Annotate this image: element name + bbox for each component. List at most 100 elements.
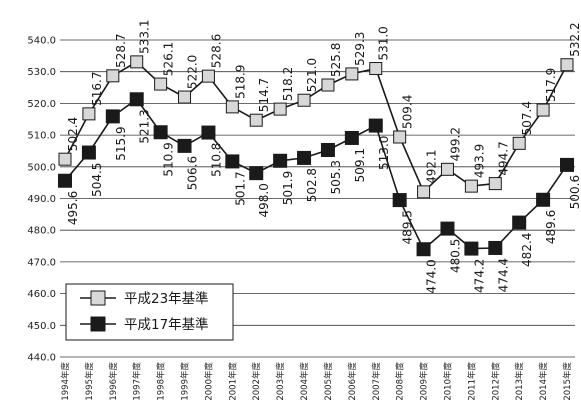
data-point-series-1 [249,113,263,127]
data-point-series-2 [344,130,359,145]
data-point-series-2 [560,157,574,172]
legend-label-series-1: 平成23年基準 [124,290,209,307]
data-point-series-1 [273,102,287,116]
data-point-series-2 [488,240,503,255]
y-tick-label: 540.0 [27,36,56,47]
data-point-series-2 [105,109,120,124]
data-label-series-1: 521.0 [305,58,319,92]
data-point-series-2 [392,193,407,208]
data-point-series-1 [106,69,120,83]
x-tick-label: 2009年度 [419,362,430,401]
x-tick-label: 2000年度 [203,362,214,401]
data-point-series-2 [440,221,455,236]
data-label-series-1: 507.4 [520,101,534,135]
data-label-series-2: 509.1 [353,148,367,182]
y-tick-label: 510.0 [27,131,56,142]
data-label-series-1: 529.3 [353,32,367,66]
x-tick-label: 1997年度 [132,362,143,401]
y-tick-label: 520.0 [27,99,56,110]
data-label-series-2: 502.8 [305,168,319,202]
y-tick-label: 490.0 [27,194,56,205]
data-label-series-1: 493.9 [472,144,486,178]
data-label-series-1: 517.9 [544,68,558,102]
x-tick-label: 2005年度 [323,362,334,401]
data-point-series-1 [369,62,383,76]
data-label-series-2: 495.6 [66,191,80,225]
data-point-series-2 [416,242,431,257]
data-label-series-2: 500.6 [568,175,581,209]
data-point-series-1 [393,130,407,144]
data-label-series-2: 510.8 [209,143,223,177]
data-label-series-2: 505.3 [329,160,343,194]
data-point-series-2 [512,215,527,230]
x-tick-label: 1996年度 [108,362,119,401]
data-label-series-2: 521.3 [138,109,152,143]
data-point-series-2 [201,125,216,140]
data-label-series-1: 528.7 [114,33,128,67]
data-point-series-1 [417,185,431,199]
data-point-series-1 [58,152,72,166]
data-label-series-2: 510.9 [162,142,176,176]
data-point-series-2 [297,150,312,165]
x-tick-label: 2010年度 [442,362,453,401]
data-label-series-2: 489.5 [401,210,415,244]
y-tick-label: 500.0 [27,162,56,173]
data-point-series-2 [58,173,72,188]
data-label-series-2: 515.9 [114,126,128,160]
data-label-series-2: 474.2 [472,259,486,293]
data-point-series-1 [321,78,335,92]
data-point-series-1 [225,100,239,114]
data-label-series-1: 522.0 [186,55,200,89]
data-point-series-2 [249,166,264,181]
data-point-series-2 [177,138,192,153]
data-label-series-1: 514.7 [257,78,271,112]
legend-label-series-2: 平成17年基準 [124,316,209,333]
legend-marker-series-1 [90,290,106,306]
data-point-series-2 [320,142,335,157]
data-label-series-2: 482.4 [520,233,534,267]
data-label-series-2: 489.6 [544,210,558,244]
data-point-series-2 [129,92,144,107]
data-point-series-1 [130,55,144,69]
series-line-1 [64,60,568,194]
data-point-series-1 [345,67,359,81]
data-point-series-2 [225,154,240,169]
data-label-series-1: 525.8 [329,43,343,77]
data-point-series-2 [273,153,288,168]
x-tick-label: 1995年度 [84,362,95,401]
data-label-series-2: 501.7 [233,171,247,205]
data-point-series-1 [512,136,526,150]
data-point-series-1 [560,58,574,72]
data-label-series-1: 518.2 [281,67,295,101]
legend-marker-series-2 [90,316,106,332]
data-point-series-2 [81,145,96,160]
data-point-series-1 [201,69,215,83]
data-label-series-2: 506.6 [186,156,200,190]
x-tick-label: 2007年度 [371,362,382,401]
x-tick-label: 1998年度 [156,362,167,401]
data-point-series-2 [368,118,383,133]
x-tick-label: 2012年度 [490,362,501,401]
data-label-series-1: 494.7 [496,141,510,175]
data-label-series-1: 518.9 [233,65,247,99]
x-tick-label: 2006年度 [347,362,358,401]
data-label-series-1: 531.0 [377,26,391,60]
x-tick-label: 2004年度 [299,362,310,401]
data-label-series-1: 516.7 [90,72,104,106]
data-point-series-1 [488,177,502,191]
data-label-series-2: 513.0 [377,136,391,170]
x-tick-label: 2014年度 [538,362,549,401]
data-label-series-1: 502.4 [66,117,80,151]
y-tick-label: 530.0 [27,67,56,78]
data-point-series-2 [464,241,479,256]
data-point-series-1 [297,93,311,107]
data-label-series-1: 533.1 [138,20,152,54]
y-tick-label: 470.0 [27,257,56,268]
x-tick-label: 2013年度 [514,362,525,401]
y-tick-label: 440.0 [27,353,56,364]
data-label-series-1: 509.4 [401,95,415,129]
data-point-series-1 [440,162,454,176]
data-point-series-1 [154,77,168,91]
x-tick-label: 2015年度 [562,362,573,401]
